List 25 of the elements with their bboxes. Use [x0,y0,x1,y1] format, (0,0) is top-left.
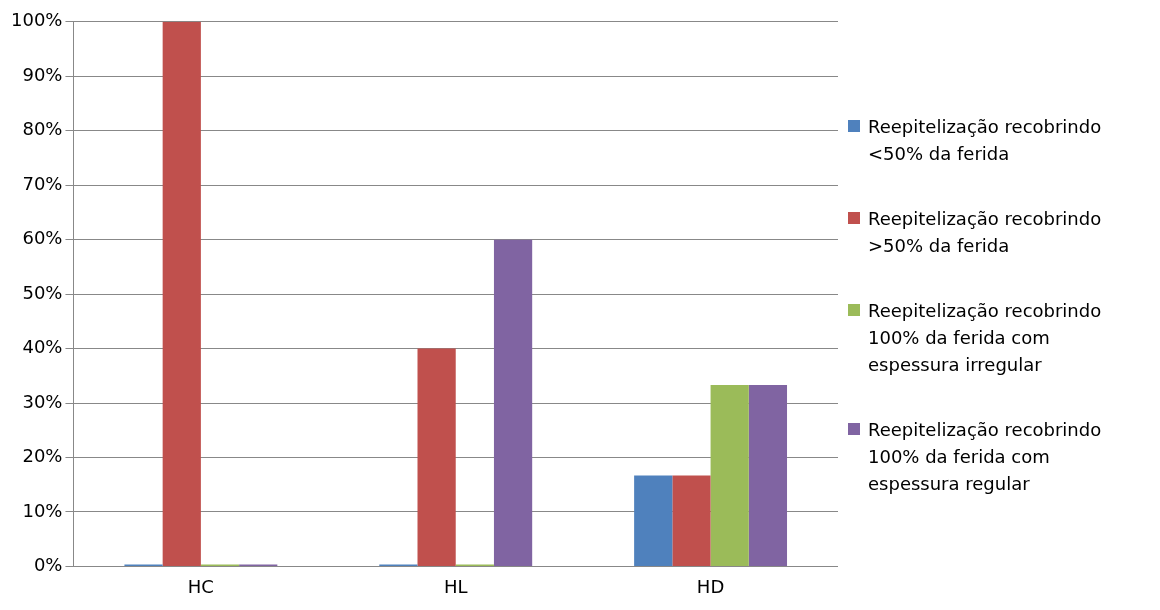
x-tick-label: HL [443,575,468,597]
bar [710,385,749,566]
x-tick-label: HC [187,575,214,597]
y-tick-label: 20% [22,445,63,467]
y-tick-label: 90% [22,63,63,85]
y-tick-label: 60% [22,227,63,249]
bar [162,21,201,566]
x-tick-label: HD [696,575,725,597]
legend-label: Reepitelização recobrindo 100% da ferida com espessura irregular [868,299,1103,377]
y-tick-label: 30% [22,390,63,412]
y-tick-label: 80% [22,118,63,140]
legend-label: Reepitelização recobrindo >50% da ferida [868,207,1103,258]
bar [417,348,456,566]
bar [493,239,533,566]
bar [672,475,711,566]
y-tick-label: 50% [22,281,63,303]
y-tick-label: 10% [22,499,63,521]
y-tick-label: 100% [10,9,63,31]
bar [748,385,788,566]
y-tick-label: 0% [33,554,63,576]
y-tick-label: 40% [22,336,63,358]
legend-label: Reepitelização recobrindo <50% da ferida [868,115,1103,166]
legend-label: Reepitelização recobrindo 100% da ferida com espessura regular [868,418,1103,496]
bar [634,475,673,566]
y-tick-label: 70% [22,172,63,194]
